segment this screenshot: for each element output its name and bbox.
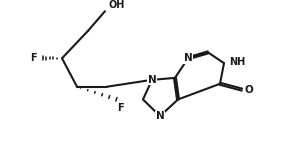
- Text: F: F: [30, 53, 37, 63]
- Text: N: N: [156, 111, 164, 121]
- Text: OH: OH: [108, 0, 125, 10]
- Text: NH: NH: [230, 57, 246, 67]
- Text: F: F: [117, 104, 123, 113]
- Text: N: N: [184, 53, 192, 63]
- Text: N: N: [148, 75, 156, 85]
- Text: O: O: [244, 85, 253, 95]
